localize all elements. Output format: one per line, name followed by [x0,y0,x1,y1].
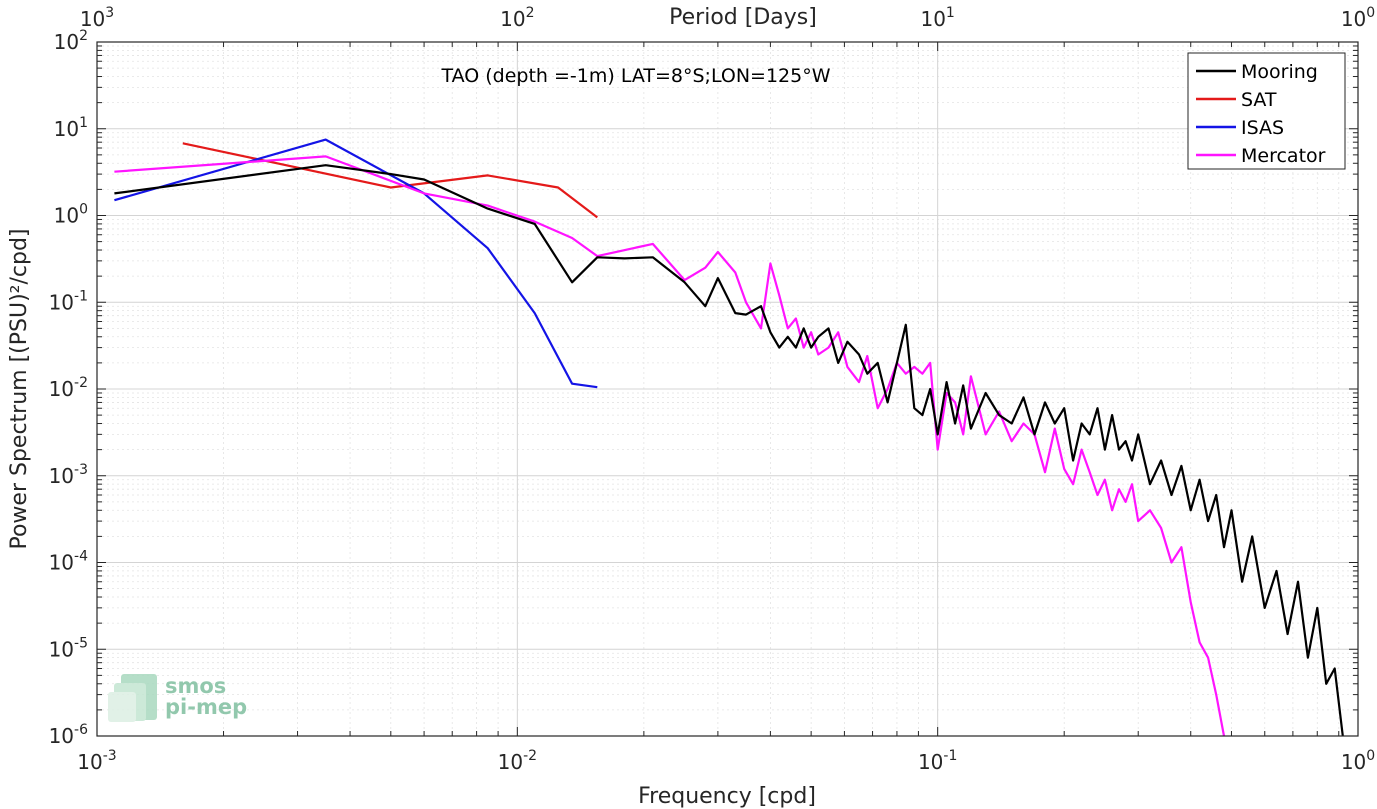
y-tick-label: 10-1 [49,288,88,314]
top-tick-label: 102 [500,5,534,31]
y-tick-label: 101 [54,115,88,141]
y-axis-title: Power Spectrum [(PSU)²/cpd] [7,228,32,549]
series-line-sat [182,142,598,219]
top-axis-title: Period [Days] [669,5,817,30]
y-tick-label: 100 [54,202,88,228]
top-tick-label: 101 [920,5,954,31]
x-tick-label: 10-2 [498,748,537,774]
legend-label-mercator: Mercator [1241,145,1326,167]
series-layer [114,138,1344,737]
x-axis-title: Frequency [cpd] [638,784,816,809]
legend-box [1187,52,1346,170]
chart-annotation: TAO (depth =-1m) LAT=8°S;LON=125°W [440,65,830,87]
legend-label-mooring: Mooring [1241,61,1318,83]
series-line-isas [114,138,598,389]
logo-text-smos: smos [165,674,226,698]
y-tick-label: 10-4 [49,549,89,575]
y-tick-label: 10-2 [49,375,88,401]
x-tick-label: 10-3 [77,748,116,774]
smos-pi-mep-logo: smos pi-mep [108,674,247,722]
y-tick-label: 102 [54,28,88,54]
series-line-mooring [114,164,1344,737]
top-tick-label: 103 [80,5,114,31]
legend-label-sat: SAT [1241,89,1277,111]
x-tick-label: 100 [1341,748,1375,774]
legend: Mooring SAT ISAS Mercator [1187,52,1346,170]
x-tick-label: 10-1 [918,748,957,774]
minor-grid [97,42,1358,736]
legend-label-isas: ISAS [1241,117,1284,139]
logo-text-pi-mep: pi-mep [165,695,247,719]
y-tick-label: 10-3 [49,462,88,488]
logo-mark-front [108,692,136,722]
y-tick-label: 10-6 [49,722,89,748]
top-tick-label: 100 [1341,5,1375,31]
series-line-mercator [114,155,1226,737]
tick-marks [96,41,1359,737]
y-tick-label: 10-5 [49,635,88,661]
